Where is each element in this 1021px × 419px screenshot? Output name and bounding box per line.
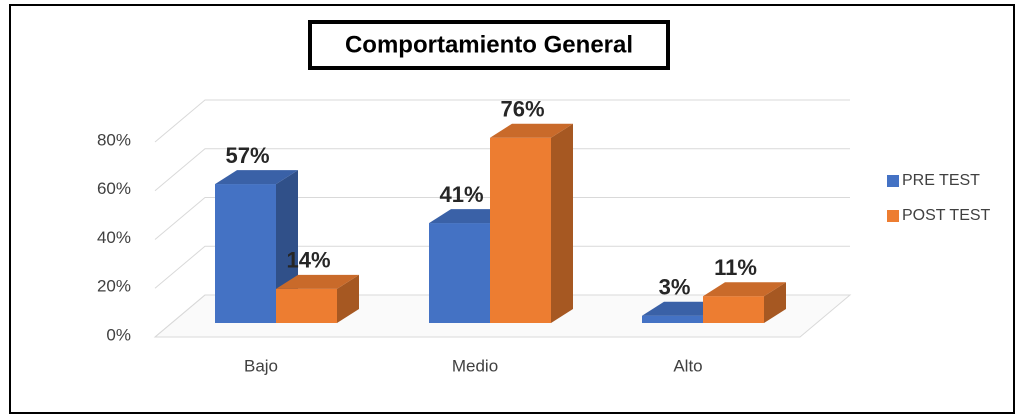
- legend-swatch: [887, 210, 899, 222]
- bar-front: [276, 288, 337, 323]
- grid-line: [154, 148, 850, 192]
- bar-side: [764, 282, 786, 323]
- bar-side: [551, 123, 573, 323]
- x-tick-label: Bajo: [244, 356, 278, 375]
- x-tick-label: Alto: [673, 356, 702, 375]
- bar: [215, 170, 298, 323]
- bar-front: [703, 296, 764, 323]
- grid-line: [154, 99, 850, 143]
- bar-front: [429, 223, 490, 323]
- data-label: 3%: [659, 275, 691, 300]
- bar-front: [490, 137, 551, 323]
- y-tick-label: 0%: [106, 325, 131, 344]
- y-tick-label: 20%: [97, 277, 131, 296]
- grid-line: [154, 245, 850, 289]
- data-label: 14%: [286, 248, 330, 273]
- bar-top: [276, 274, 359, 289]
- data-label: 57%: [225, 143, 269, 168]
- y-tick-label: 40%: [97, 228, 131, 247]
- bar-top: [490, 123, 573, 138]
- data-label: 76%: [500, 97, 544, 122]
- bar-side: [337, 274, 359, 323]
- legend-swatch: [887, 175, 899, 187]
- y-tick-label: 80%: [97, 130, 131, 149]
- data-label: 41%: [439, 182, 483, 207]
- grid-line: [154, 197, 850, 240]
- legend-label: PRE TEST: [902, 172, 980, 189]
- bar: [703, 282, 786, 323]
- bar-top: [703, 282, 786, 297]
- bar: [490, 123, 573, 323]
- chart-title: Comportamiento General: [345, 31, 633, 58]
- data-label: 11%: [714, 255, 757, 280]
- bar-front: [215, 184, 276, 323]
- grid-line: [154, 294, 850, 338]
- bar-front: [642, 315, 703, 323]
- bar: [276, 274, 359, 323]
- x-tick-label: Medio: [452, 356, 498, 375]
- y-tick-label: 60%: [97, 179, 131, 198]
- bar-top: [215, 170, 298, 185]
- title-box: [308, 20, 670, 70]
- legend-label: POST TEST: [902, 207, 991, 224]
